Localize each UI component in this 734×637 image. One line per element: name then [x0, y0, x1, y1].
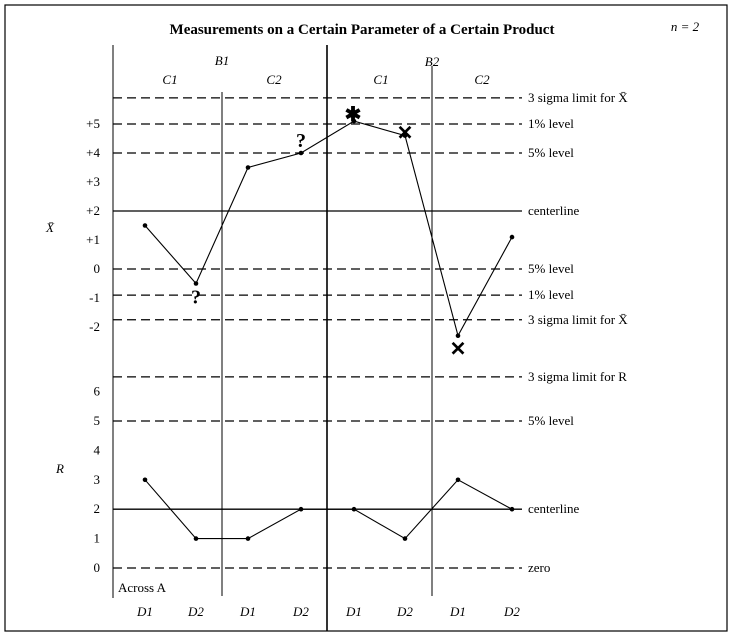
r-series-point — [402, 536, 408, 541]
r-tick-label: 5 — [94, 413, 101, 428]
b-label: B2 — [425, 54, 440, 69]
r-series-point — [193, 536, 199, 541]
xbar-tick-label: +4 — [86, 145, 100, 160]
outlier-marker: ✱ — [345, 104, 362, 126]
xbar-series-line — [144, 120, 513, 338]
r-series-point — [351, 506, 357, 512]
r-tick-label: 6 — [94, 384, 101, 399]
r-limit-label: 5% level — [528, 413, 574, 428]
xbar-series-point — [193, 281, 199, 286]
x-tick-label: D1 — [345, 604, 362, 619]
xbar-axis-label: X̄ — [45, 220, 55, 235]
xbar-limit-label: 5% level — [528, 145, 574, 160]
x-tick-label: D2 — [292, 604, 309, 619]
outlier-marker: ✕ — [397, 123, 414, 145]
xbar-limit-label: 5% level — [528, 261, 574, 276]
xbar-series-point — [298, 150, 304, 156]
xbar-tick-label: +5 — [86, 116, 100, 131]
r-tick-label: 1 — [94, 531, 101, 546]
r-series-point — [509, 506, 515, 512]
x-tick-label: D2 — [396, 604, 413, 619]
c-label: C2 — [474, 72, 490, 87]
xbar-tick-label: 0 — [94, 261, 101, 276]
c-label: C1 — [162, 72, 177, 87]
xbar-limit-label: 1% level — [528, 116, 574, 131]
r-limit-label: zero — [528, 560, 550, 575]
xbar-tick-label: +3 — [86, 174, 100, 189]
r-series-point — [455, 477, 461, 483]
x-tick-label: D1 — [239, 604, 256, 619]
r-tick-label: 3 — [94, 472, 101, 487]
outlier-marker: ? — [191, 287, 201, 309]
xbar-tick-label: -2 — [89, 319, 100, 334]
x-tick-label: D2 — [503, 604, 520, 619]
chart-frame — [4, 4, 728, 632]
r-series-point — [298, 506, 304, 512]
across-label: Across A — [118, 580, 167, 595]
sample-size-label: n = 2 — [671, 19, 700, 34]
xbar-series-point — [351, 118, 357, 124]
xbar-tick-label: +1 — [86, 232, 100, 247]
xbar-series-point — [245, 165, 251, 170]
xbar-limit-label: 3 sigma limit for X̄ — [528, 312, 628, 327]
r-tick-label: 0 — [94, 560, 101, 575]
xbar-limit-label: 3 sigma limit for X̄ — [528, 90, 628, 105]
b-label: B1 — [215, 53, 229, 68]
xbar-tick-label: +2 — [86, 203, 100, 218]
chart-title: Measurements on a Certain Parameter of a… — [170, 22, 555, 38]
r-series-point — [245, 536, 251, 541]
c-label: C2 — [266, 72, 282, 87]
x-tick-label: D1 — [449, 604, 466, 619]
r-centerline-label: centerline — [528, 501, 579, 516]
outlier-marker: ? — [296, 130, 306, 152]
x-tick-label: D1 — [136, 604, 153, 619]
labels-layer: B1 B2 C1 C2 C1 C2 3 sigma limit for X̄ 1% level… — [45, 53, 628, 619]
r-axis-label: R — [55, 461, 64, 476]
r-series-point — [142, 477, 148, 483]
r-tick-label: 2 — [94, 501, 101, 516]
r-tick-label: 4 — [94, 442, 101, 457]
xbar-series-point — [142, 223, 148, 228]
c-label: C1 — [373, 72, 388, 87]
series-layer: ?? ✱ ✕ ✕ — [142, 104, 515, 541]
xbar-tick-label: -1 — [89, 290, 100, 305]
r-limit-label: 3 sigma limit for R — [528, 369, 627, 384]
xbar-series-point — [402, 133, 408, 138]
xbar-limit-label: 1% level — [528, 287, 574, 302]
x-tick-label: D2 — [187, 604, 204, 619]
r-series-line — [144, 479, 513, 540]
xbar-series-point — [509, 234, 515, 240]
xbar-centerline-label: centerline — [528, 203, 579, 218]
xbar-series-point — [455, 333, 461, 339]
outlier-marker: ✕ — [450, 339, 467, 361]
